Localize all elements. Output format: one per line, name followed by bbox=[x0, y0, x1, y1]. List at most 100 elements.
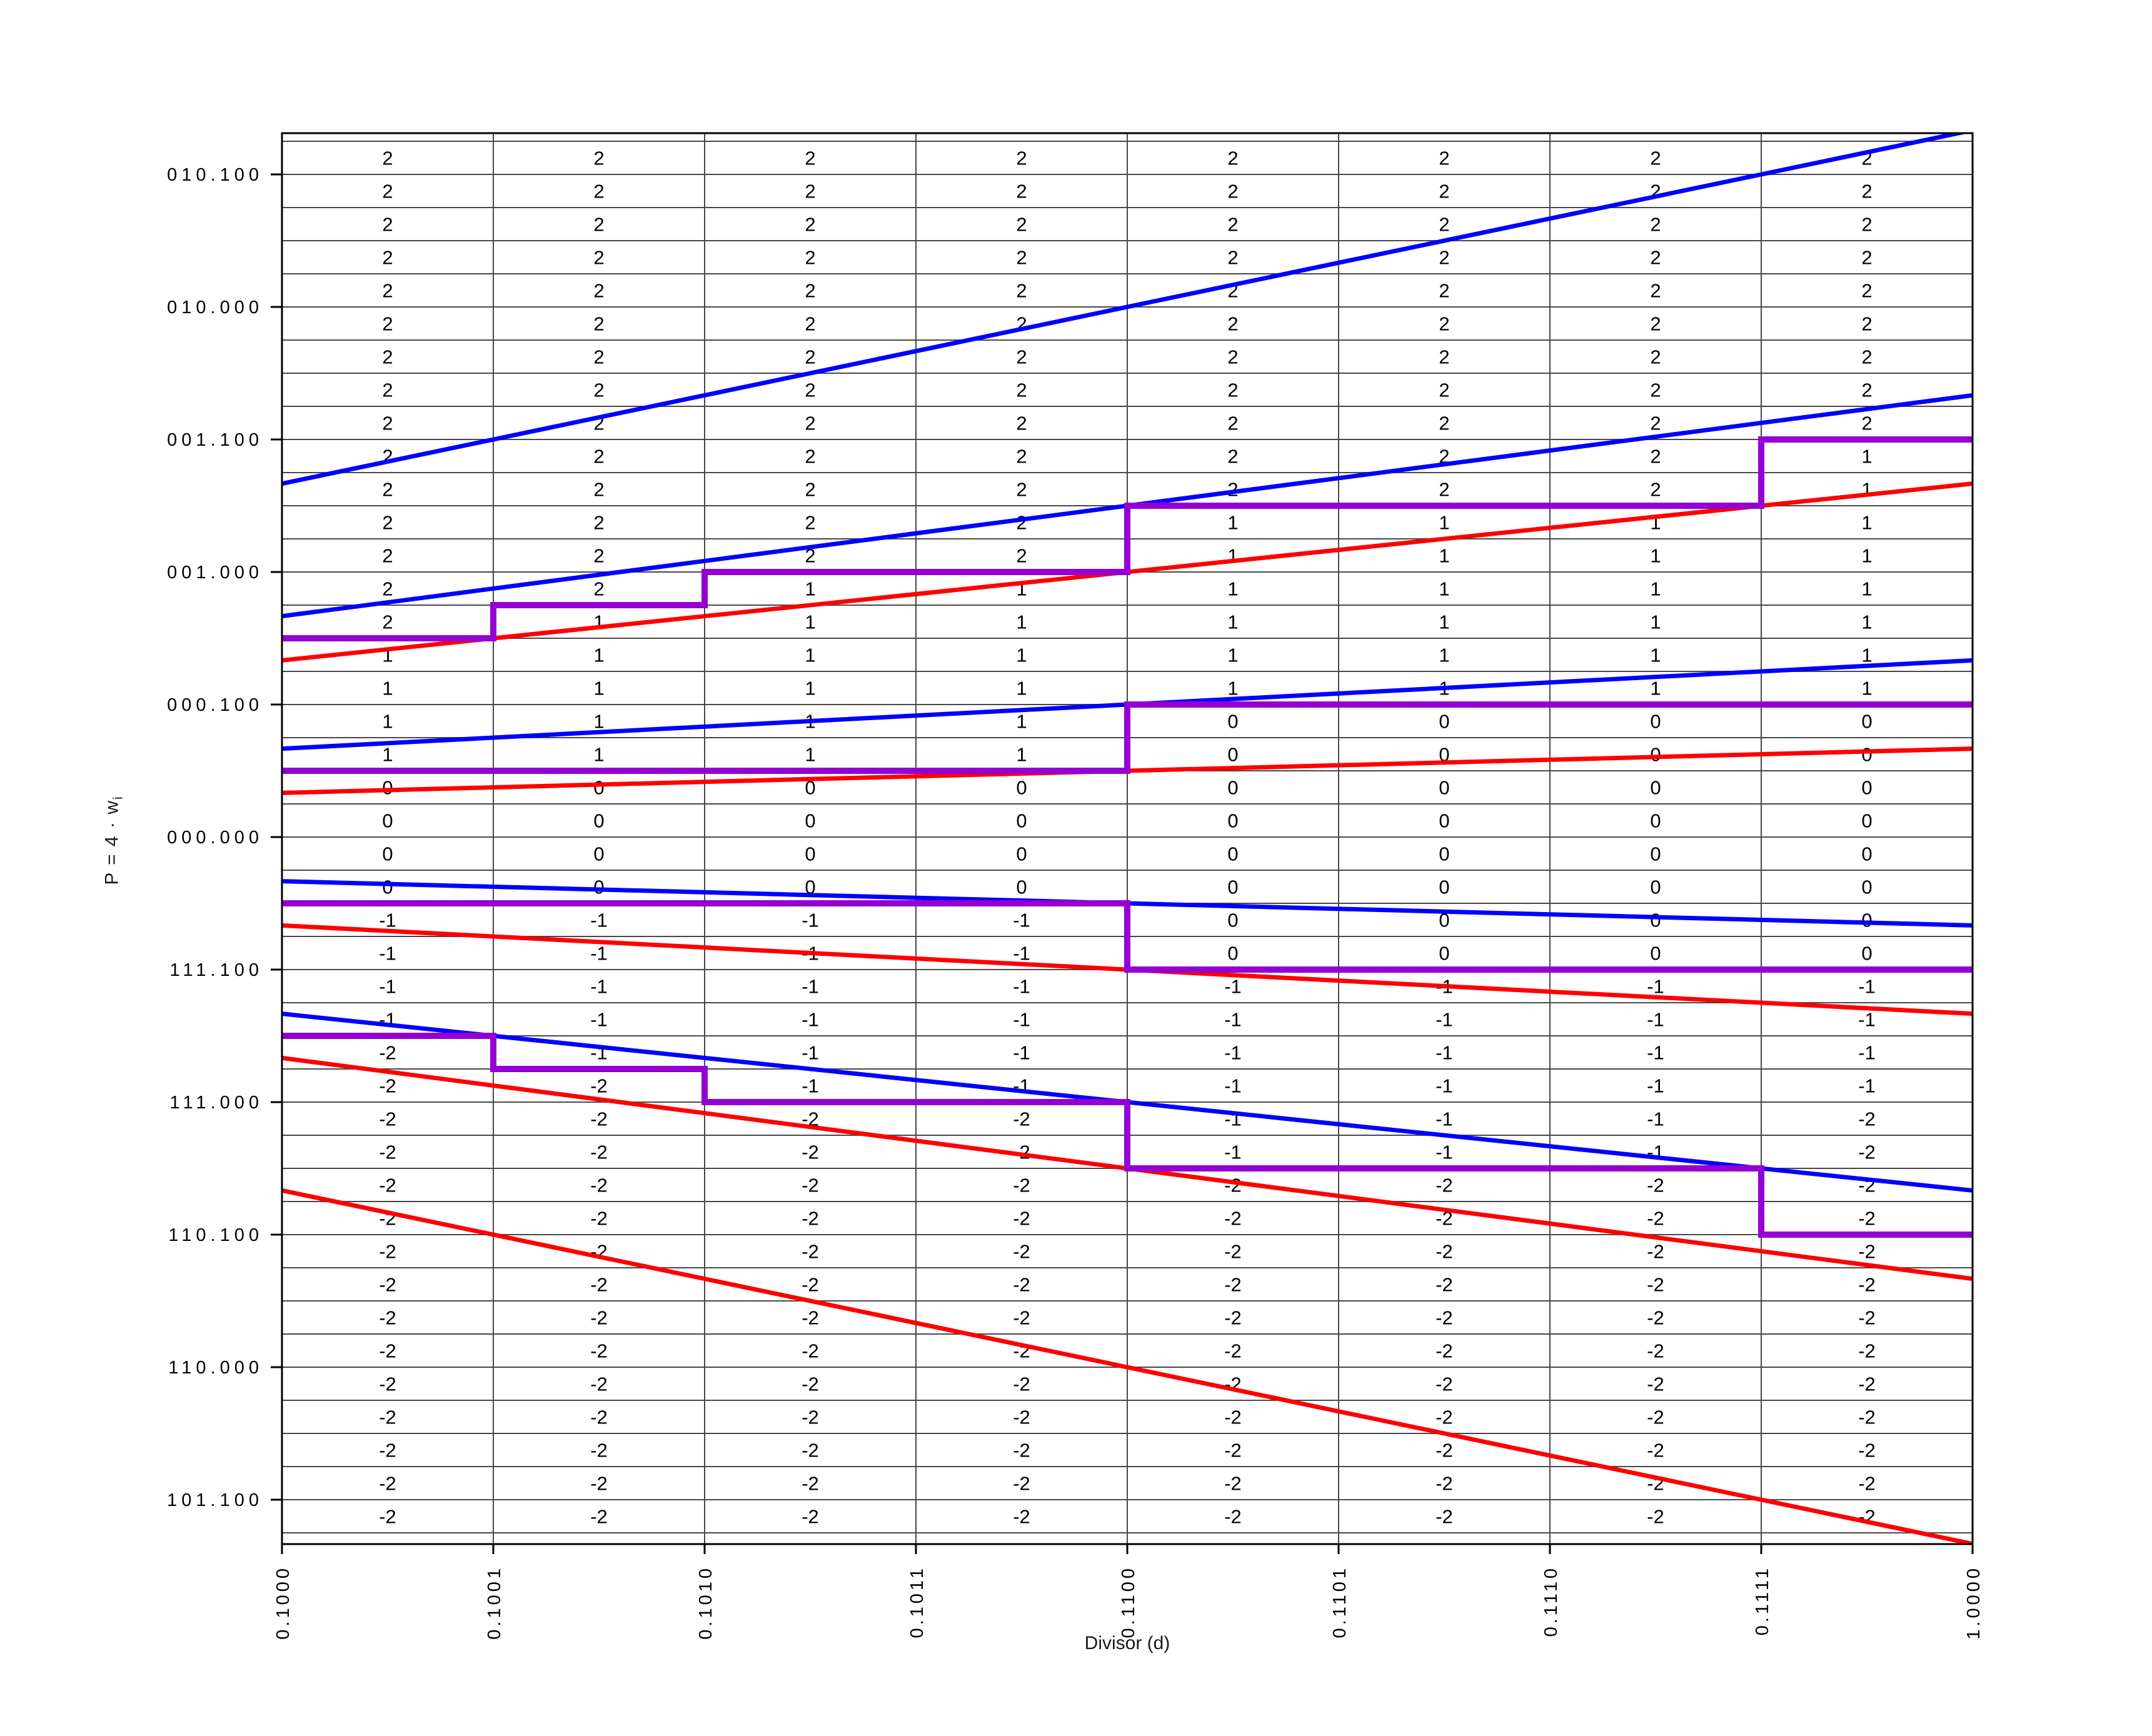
cell-digit: -2 bbox=[1013, 1307, 1030, 1328]
cell-digit: 1 bbox=[1861, 611, 1872, 633]
cell-digit: 0 bbox=[1227, 776, 1238, 798]
cell-digit: 1 bbox=[1650, 578, 1661, 600]
cell-digit: -2 bbox=[1436, 1505, 1453, 1527]
cell-digit: 0 bbox=[1439, 909, 1449, 931]
x-tick-label: 0.1101 bbox=[1330, 1565, 1350, 1638]
cell-digit: -2 bbox=[590, 1439, 608, 1461]
cell-digit: -2 bbox=[802, 1406, 819, 1428]
cell-digit: 1 bbox=[805, 743, 815, 765]
cell-digit: 1 bbox=[1227, 644, 1238, 666]
cell-digit: 0 bbox=[1016, 776, 1027, 798]
cell-digit: 0 bbox=[382, 810, 393, 831]
cell-digit: -2 bbox=[1647, 1174, 1664, 1196]
cell-digit: -2 bbox=[590, 1406, 608, 1428]
cell-digit: -2 bbox=[1436, 1240, 1453, 1262]
cell-digit: 0 bbox=[593, 810, 604, 831]
cell-digit: -2 bbox=[590, 1141, 608, 1163]
cell-digit: -1 bbox=[1647, 1008, 1664, 1030]
cell-digit: -2 bbox=[379, 1505, 396, 1527]
cell-digit: 0 bbox=[1650, 843, 1661, 865]
cell-digit: -1 bbox=[1436, 1108, 1453, 1130]
cell-digit: 2 bbox=[1439, 180, 1449, 202]
cell-digit: 2 bbox=[1650, 445, 1661, 467]
cell-digit: 2 bbox=[1439, 379, 1449, 401]
cell-digit: -2 bbox=[1647, 1273, 1664, 1295]
cell-digit: 0 bbox=[1439, 710, 1449, 732]
cell-digit: 2 bbox=[382, 412, 393, 434]
cell-digit: -2 bbox=[1647, 1406, 1664, 1428]
cell-digit: 2 bbox=[593, 246, 604, 268]
cell-digit: -2 bbox=[1224, 1273, 1242, 1295]
cell-digit: 2 bbox=[1227, 379, 1238, 401]
cell-digit: -1 bbox=[1858, 975, 1876, 997]
cell-digit: -2 bbox=[802, 1174, 819, 1196]
y-tick-label: 111.100 bbox=[169, 960, 263, 980]
y-axis: 010.100 010.000 001.100 001.000 000.100 000.0… bbox=[167, 165, 282, 1510]
cell-digit: 2 bbox=[1227, 445, 1238, 467]
cell-digit: -2 bbox=[590, 1108, 608, 1130]
cell-digit: 1 bbox=[1439, 644, 1449, 666]
cell-digit: -2 bbox=[1858, 1406, 1876, 1428]
cell-digit: 0 bbox=[1227, 743, 1238, 765]
cell-digit: -2 bbox=[379, 1406, 396, 1428]
cell-digit: 2 bbox=[1861, 180, 1872, 202]
cell-digit: 0 bbox=[593, 843, 604, 865]
cell-digit: 0 bbox=[1439, 776, 1449, 798]
cell-digit: 0 bbox=[593, 876, 604, 898]
cell-digit: 1 bbox=[1016, 677, 1027, 699]
cell-digit: -2 bbox=[1224, 1472, 1242, 1494]
cell-digit: 2 bbox=[1016, 346, 1027, 368]
x-tick-label: 0.1100 bbox=[1119, 1565, 1139, 1638]
cell-digit: -2 bbox=[802, 1307, 819, 1328]
cell-digit: 1 bbox=[1439, 611, 1449, 633]
cell-digit: 2 bbox=[382, 346, 393, 368]
cell-digit: 0 bbox=[1227, 810, 1238, 831]
cell-digit: 2 bbox=[805, 379, 815, 401]
cell-digit: 0 bbox=[1439, 743, 1449, 765]
cell-digit: 0 bbox=[1227, 843, 1238, 865]
cell-digit: -2 bbox=[590, 1340, 608, 1362]
cell-digit: -1 bbox=[1013, 909, 1030, 931]
cell-digit: -1 bbox=[379, 942, 396, 964]
y-tick-label: 111.000 bbox=[169, 1093, 263, 1113]
cell-digit: 2 bbox=[805, 147, 815, 169]
cell-digit: 0 bbox=[1861, 876, 1872, 898]
cell-digit: 1 bbox=[1861, 544, 1872, 566]
cell-digit: -2 bbox=[1858, 1373, 1876, 1395]
cell-digit: -2 bbox=[802, 1273, 819, 1295]
cell-digit: 2 bbox=[382, 147, 393, 169]
cell-digit: 2 bbox=[593, 213, 604, 235]
cell-digit: 0 bbox=[1861, 909, 1872, 931]
cell-digit: -2 bbox=[1647, 1439, 1664, 1461]
cell-digit: -2 bbox=[1013, 1174, 1030, 1196]
cell-digit: 2 bbox=[593, 313, 604, 334]
cell-digit: -2 bbox=[1858, 1439, 1876, 1461]
cell-digit: 2 bbox=[1861, 412, 1872, 434]
cell-digit: -2 bbox=[379, 1439, 396, 1461]
cell-digit: -2 bbox=[1436, 1373, 1453, 1395]
cell-digit: 2 bbox=[1016, 279, 1027, 301]
cell-digit: -1 bbox=[1013, 1041, 1030, 1063]
cell-digit: -1 bbox=[590, 1008, 608, 1030]
cell-digit: 2 bbox=[1650, 346, 1661, 368]
cell-digit: -2 bbox=[379, 1373, 396, 1395]
cell-digit: 0 bbox=[1227, 710, 1238, 732]
cell-digit: -1 bbox=[379, 975, 396, 997]
cell-digit: 2 bbox=[1227, 412, 1238, 434]
cell-digit: 2 bbox=[805, 544, 815, 566]
cell-digit: 2 bbox=[593, 511, 604, 533]
cell-digit: 0 bbox=[1861, 776, 1872, 798]
cell-digit: 0 bbox=[805, 843, 815, 865]
cell-digit: 2 bbox=[1439, 313, 1449, 334]
cell-digit: -2 bbox=[802, 1373, 819, 1395]
cell-digit: 2 bbox=[1650, 478, 1661, 500]
cell-digit: -1 bbox=[1647, 975, 1664, 997]
cell-digit: 2 bbox=[1016, 445, 1027, 467]
cell-digit: 2 bbox=[1439, 412, 1449, 434]
cell-digit: 1 bbox=[1227, 611, 1238, 633]
cell-digit: 1 bbox=[593, 743, 604, 765]
cell-digit: 1 bbox=[382, 743, 393, 765]
cell-digit: -1 bbox=[802, 1075, 819, 1096]
